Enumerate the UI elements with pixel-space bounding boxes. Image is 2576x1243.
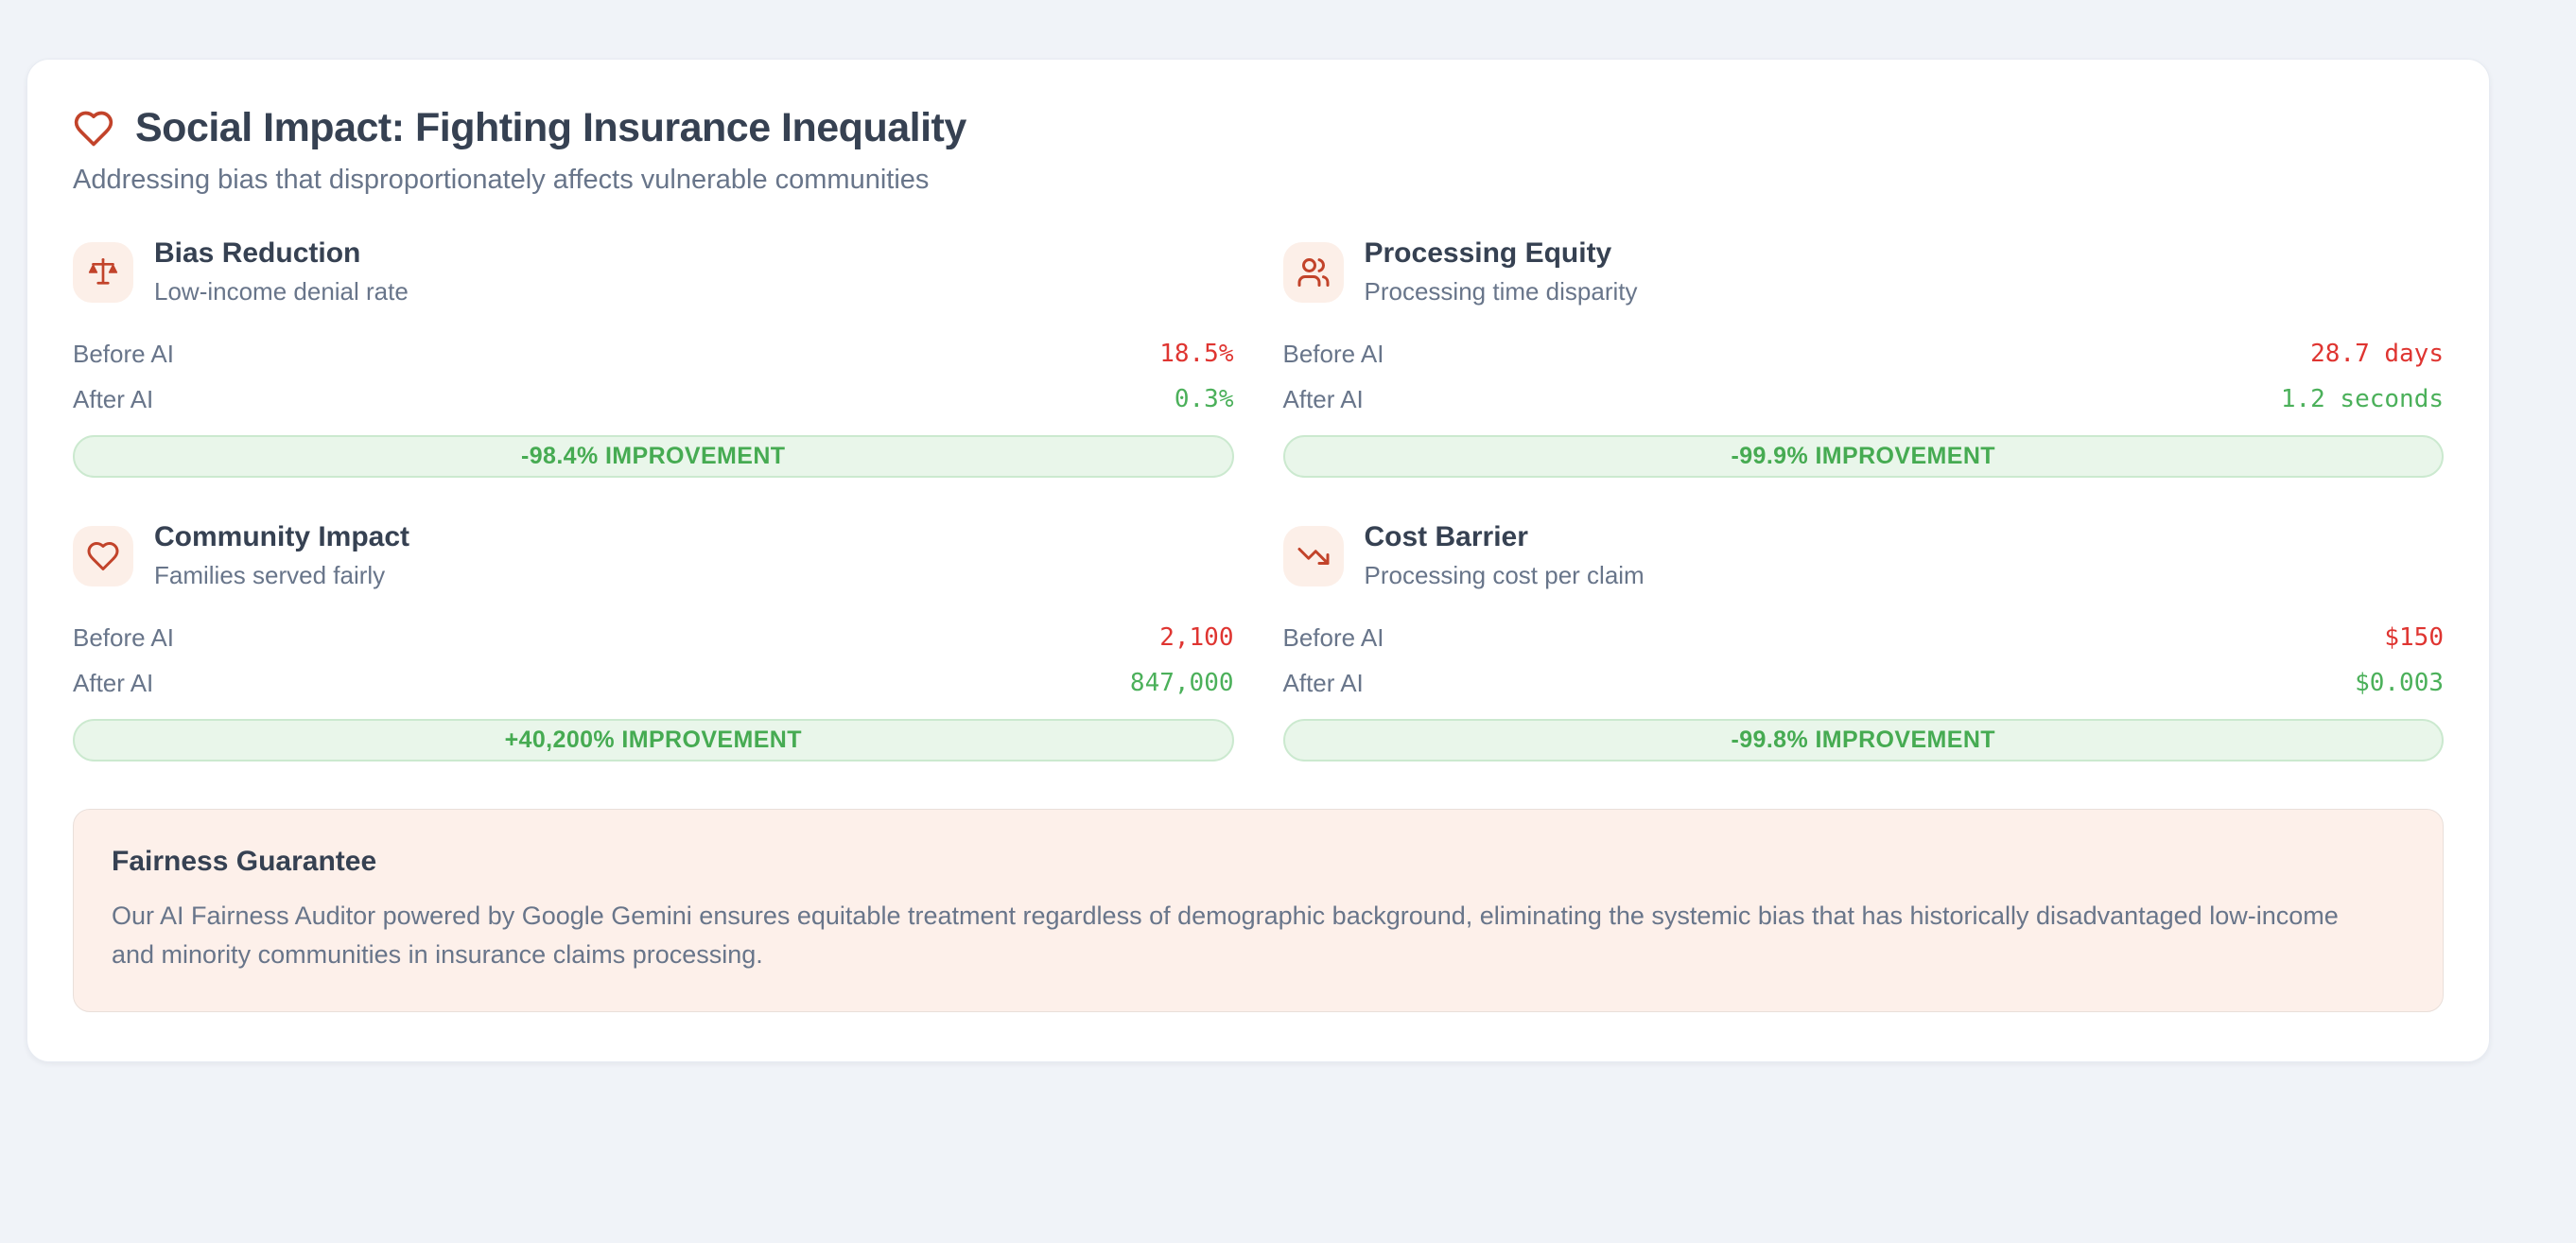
metric-header: Processing Equity Processing time dispar… (1282, 237, 2445, 306)
metric-header: Community Impact Families served fairly (73, 521, 1234, 590)
metric-card-cost-barrier: Cost Barrier Processing cost per claim B… (1282, 521, 2445, 762)
before-ai-value: 28.7 days (2310, 340, 2444, 368)
metrics-grid: Bias Reduction Low-income denial rate Be… (73, 237, 2444, 762)
before-ai-row: Before AI 18.5% (73, 331, 1234, 376)
after-ai-row: After AI 847,000 (73, 660, 1234, 706)
after-ai-row: After AI 0.3% (73, 376, 1234, 422)
before-ai-label: Before AI (73, 339, 174, 368)
card-header: Social Impact: Fighting Insurance Inequa… (73, 105, 2444, 196)
metric-titles: Processing Equity Processing time dispar… (1365, 237, 1638, 306)
metric-rows: Before AI 18.5% After AI 0.3% (73, 331, 1234, 422)
scale-icon (73, 241, 133, 303)
metric-card-processing-equity: Processing Equity Processing time dispar… (1282, 237, 2445, 478)
metric-titles: Bias Reduction Low-income denial rate (154, 237, 409, 306)
before-ai-label: Before AI (1282, 622, 1384, 652)
fairness-title: Fairness Guarantee (112, 846, 377, 877)
after-ai-label: After AI (1282, 384, 1364, 413)
improvement-badge: -99.9% IMPROVEMENT (1282, 435, 2444, 478)
before-ai-value: 18.5% (1159, 340, 1234, 368)
heart-icon (73, 108, 114, 149)
improvement-badge: -98.4% IMPROVEMENT (73, 435, 1234, 478)
after-ai-label: After AI (73, 384, 154, 413)
metric-subtitle: Families served fairly (154, 561, 386, 589)
metric-titles: Community Impact Families served fairly (154, 521, 409, 590)
metric-subtitle: Low-income denial rate (154, 277, 409, 306)
page-background: Social Impact: Fighting Insurance Inequa… (0, 59, 2576, 1062)
users-icon (1282, 241, 1344, 303)
page-title: Social Impact: Fighting Insurance Inequa… (135, 105, 966, 150)
metric-title: Community Impact (154, 521, 410, 552)
improvement-badge: +40,200% IMPROVEMENT (73, 719, 1234, 762)
trending-down-icon (1282, 525, 1344, 586)
metric-titles: Cost Barrier Processing cost per claim (1365, 521, 1645, 590)
before-ai-row: Before AI 2,100 (73, 615, 1234, 660)
after-ai-value: 847,000 (1129, 669, 1234, 697)
metric-title: Processing Equity (1364, 237, 1612, 269)
improvement-badge: -99.8% IMPROVEMENT (1282, 719, 2444, 762)
before-ai-value: 2,100 (1159, 623, 1234, 652)
after-ai-label: After AI (73, 668, 154, 697)
after-ai-label: After AI (1282, 668, 1364, 697)
metric-title: Bias Reduction (154, 237, 361, 269)
after-ai-value: 1.2 seconds (2280, 385, 2444, 413)
metric-card-community-impact: Community Impact Families served fairly … (73, 521, 1234, 762)
after-ai-value: 0.3% (1174, 385, 1234, 413)
page-subtitle: Addressing bias that disproportionately … (73, 165, 930, 195)
social-impact-card: Social Impact: Fighting Insurance Inequa… (26, 59, 2490, 1062)
after-ai-row: After AI 1.2 seconds (1283, 376, 2445, 422)
before-ai-row: Before AI $150 (1283, 615, 2445, 660)
before-ai-value: $150 (2384, 623, 2444, 652)
after-ai-value: $0.003 (2355, 669, 2444, 697)
metric-card-bias-reduction: Bias Reduction Low-income denial rate Be… (73, 237, 1234, 478)
metric-subtitle: Processing time disparity (1364, 277, 1638, 306)
metric-title: Cost Barrier (1364, 521, 1528, 552)
metric-subtitle: Processing cost per claim (1364, 561, 1645, 589)
before-ai-row: Before AI 28.7 days (1283, 331, 2445, 376)
after-ai-row: After AI $0.003 (1283, 660, 2445, 706)
heart-icon (73, 525, 133, 586)
fairness-body: Our AI Fairness Auditor powered by Googl… (112, 902, 2339, 969)
before-ai-label: Before AI (1282, 339, 1384, 368)
before-ai-label: Before AI (73, 622, 174, 652)
fairness-guarantee-panel: Fairness Guarantee Our AI Fairness Audit… (73, 809, 2444, 1012)
metric-rows: Before AI 28.7 days After AI 1.2 seconds (1283, 331, 2445, 422)
metric-header: Cost Barrier Processing cost per claim (1282, 521, 2445, 590)
title-row: Social Impact: Fighting Insurance Inequa… (73, 105, 2444, 151)
metric-header: Bias Reduction Low-income denial rate (73, 237, 1234, 306)
metric-rows: Before AI $150 After AI $0.003 (1283, 615, 2445, 706)
metric-rows: Before AI 2,100 After AI 847,000 (73, 615, 1234, 706)
